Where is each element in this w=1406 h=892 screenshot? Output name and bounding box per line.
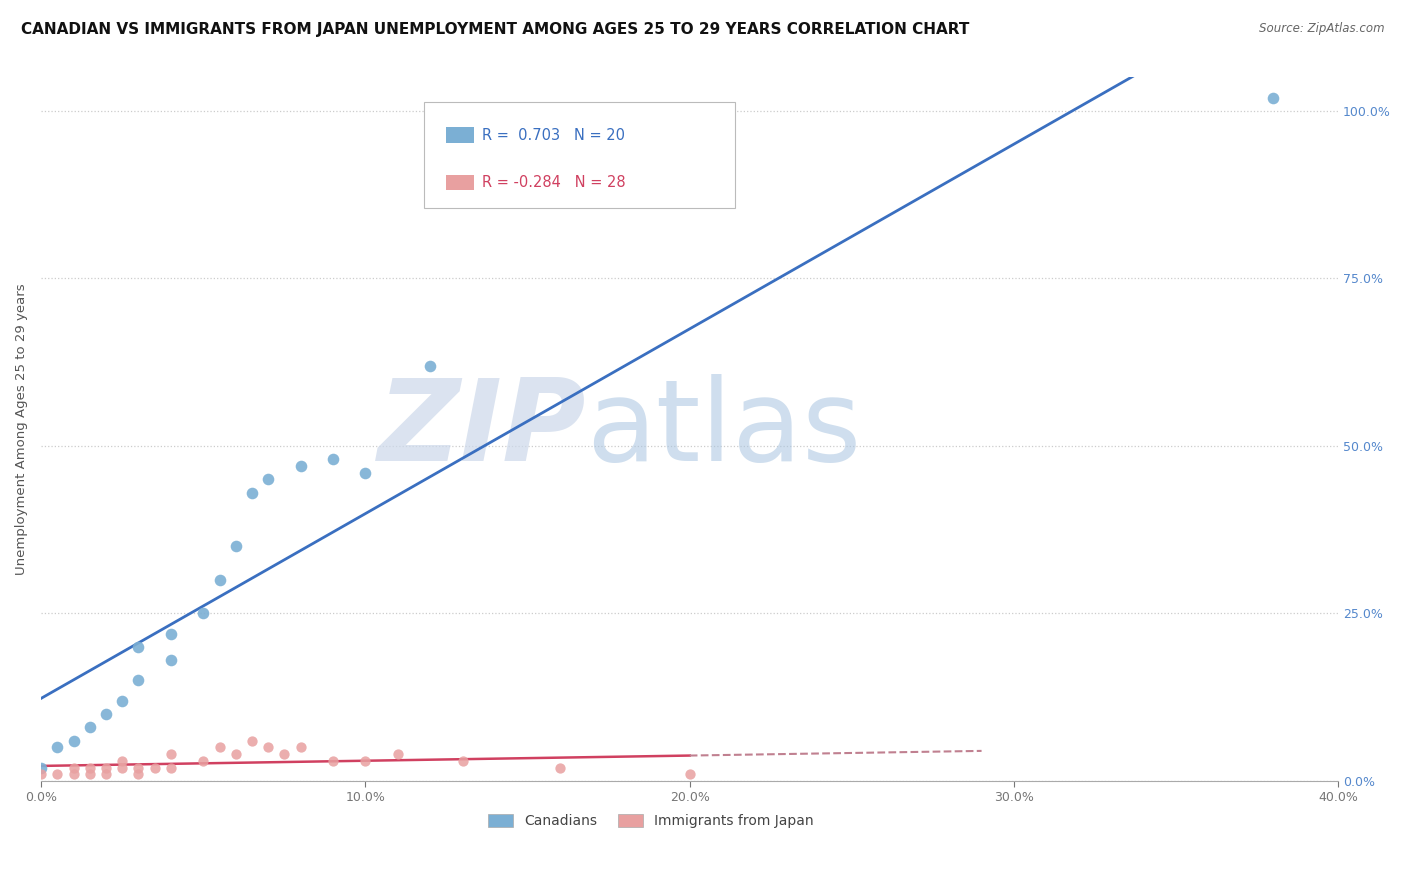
Point (94, 767, 117, 781)
Point (387, 747, 409, 761)
Point (225, 747, 247, 761)
Point (127, 640, 149, 654)
Point (193, 607, 215, 621)
Point (354, 754, 377, 768)
Point (322, 754, 344, 768)
Point (290, 740, 312, 755)
Point (160, 653, 183, 667)
Point (62, 760, 84, 774)
Point (30, 767, 52, 781)
Point (225, 540, 247, 554)
Text: CANADIAN VS IMMIGRANTS FROM JAPAN UNEMPLOYMENT AMONG AGES 25 TO 29 YEARS CORRELA: CANADIAN VS IMMIGRANTS FROM JAPAN UNEMPL… (21, 22, 970, 37)
FancyBboxPatch shape (423, 102, 735, 208)
Point (127, 767, 149, 781)
Point (94, 760, 117, 774)
Point (354, 466, 377, 480)
Point (111, 693, 134, 707)
Point (679, 767, 702, 781)
Point (94, 706, 117, 721)
Legend: Canadians, Immigrants from Japan: Canadians, Immigrants from Japan (482, 809, 820, 834)
Point (62, 733, 84, 747)
Point (160, 626, 183, 640)
Point (62, 767, 84, 781)
Point (240, 733, 263, 747)
Text: Source: ZipAtlas.com: Source: ZipAtlas.com (1260, 22, 1385, 36)
Bar (446, 175, 474, 190)
Point (160, 760, 183, 774)
Point (1263, 90, 1285, 104)
Point (79, 760, 101, 774)
Point (240, 486, 263, 500)
Text: R = -0.284   N = 28: R = -0.284 N = 28 (482, 175, 626, 190)
Point (451, 754, 474, 768)
Point (208, 573, 231, 587)
Point (290, 458, 312, 473)
Point (111, 754, 134, 768)
Point (46, 767, 69, 781)
Point (419, 359, 441, 373)
Point (160, 747, 183, 761)
Point (79, 767, 101, 781)
Point (111, 760, 134, 774)
Point (208, 740, 231, 755)
Point (30, 760, 52, 774)
Bar (446, 128, 474, 143)
Point (257, 473, 280, 487)
Point (273, 747, 295, 761)
Point (322, 452, 344, 467)
Point (46, 740, 69, 755)
Text: atlas: atlas (586, 374, 862, 484)
Point (257, 740, 280, 755)
Y-axis label: Unemployment Among Ages 25 to 29 years: Unemployment Among Ages 25 to 29 years (15, 284, 28, 575)
Point (79, 720, 101, 734)
Point (548, 760, 571, 774)
Point (127, 673, 149, 688)
Point (143, 760, 166, 774)
Text: R =  0.703   N = 20: R = 0.703 N = 20 (482, 128, 626, 143)
Point (127, 760, 149, 774)
Point (193, 754, 215, 768)
Text: ZIP: ZIP (377, 374, 586, 484)
